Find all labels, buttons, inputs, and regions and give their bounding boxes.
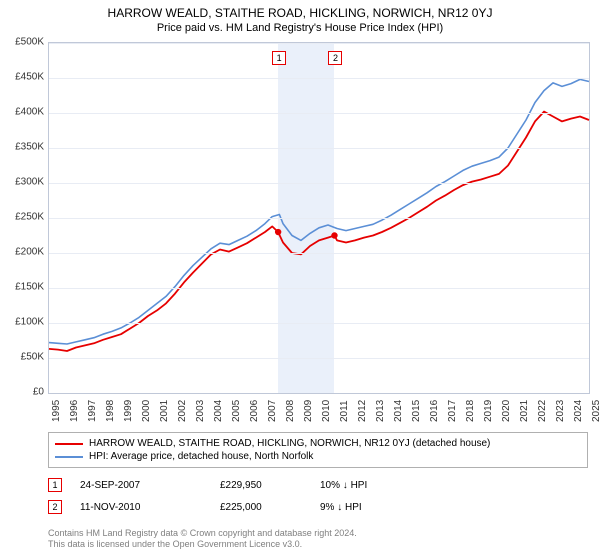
x-tick-label: 2003 bbox=[195, 400, 206, 422]
x-tick-label: 2018 bbox=[465, 400, 476, 422]
chart-subtitle: Price paid vs. HM Land Registry's House … bbox=[0, 20, 600, 34]
gridline bbox=[49, 148, 589, 149]
x-tick-label: 1996 bbox=[69, 400, 80, 422]
x-tick-label: 2021 bbox=[519, 400, 530, 422]
x-tick-label: 2006 bbox=[249, 400, 260, 422]
x-tick-label: 2024 bbox=[573, 400, 584, 422]
sale-price: £225,000 bbox=[220, 502, 320, 513]
legend-row: HARROW WEALD, STAITHE ROAD, HICKLING, NO… bbox=[55, 437, 581, 450]
gridline bbox=[49, 183, 589, 184]
legend-label: HPI: Average price, detached house, Nort… bbox=[89, 451, 313, 462]
chart-container: HARROW WEALD, STAITHE ROAD, HICKLING, NO… bbox=[0, 0, 600, 560]
x-tick-label: 2017 bbox=[447, 400, 458, 422]
sale-marker-box: 2 bbox=[328, 51, 342, 65]
gridline bbox=[49, 78, 589, 79]
gridline bbox=[49, 218, 589, 219]
series-line bbox=[49, 79, 589, 344]
x-tick-label: 2005 bbox=[231, 400, 242, 422]
x-tick-label: 1998 bbox=[105, 400, 116, 422]
x-tick-label: 2014 bbox=[393, 400, 404, 422]
y-tick-label: £250K bbox=[15, 212, 44, 223]
sale-marker-box: 1 bbox=[272, 51, 286, 65]
x-tick-label: 2002 bbox=[177, 400, 188, 422]
x-tick-label: 2011 bbox=[339, 400, 350, 422]
sale-price: £229,950 bbox=[220, 480, 320, 491]
x-tick-label: 2015 bbox=[411, 400, 422, 422]
x-tick-label: 2008 bbox=[285, 400, 296, 422]
sale-diff: 10% ↓ HPI bbox=[320, 480, 367, 491]
y-tick-label: £300K bbox=[15, 177, 44, 188]
y-tick-label: £100K bbox=[15, 317, 44, 328]
footer-line: This data is licensed under the Open Gov… bbox=[48, 539, 588, 550]
y-tick-label: £450K bbox=[15, 72, 44, 83]
plot-area: 12 bbox=[48, 42, 590, 394]
legend-swatch bbox=[55, 456, 83, 458]
gridline bbox=[49, 358, 589, 359]
y-tick-label: £500K bbox=[15, 37, 44, 48]
sale-point bbox=[331, 232, 337, 238]
sale-date: 11-NOV-2010 bbox=[80, 502, 220, 513]
x-tick-label: 2007 bbox=[267, 400, 278, 422]
sale-diff: 9% ↓ HPI bbox=[320, 502, 362, 513]
sale-date: 24-SEP-2007 bbox=[80, 480, 220, 491]
sale-marker-icon: 2 bbox=[48, 500, 62, 514]
gridline bbox=[49, 43, 589, 44]
y-tick-label: £200K bbox=[15, 247, 44, 258]
y-tick-label: £50K bbox=[21, 352, 44, 363]
x-tick-label: 1997 bbox=[87, 400, 98, 422]
x-tick-label: 2016 bbox=[429, 400, 440, 422]
x-tick-label: 2000 bbox=[141, 400, 152, 422]
y-tick-label: £0 bbox=[33, 387, 44, 398]
gridline bbox=[49, 323, 589, 324]
y-tick-label: £150K bbox=[15, 282, 44, 293]
sale-point bbox=[275, 229, 281, 235]
x-tick-label: 2001 bbox=[159, 400, 170, 422]
x-tick-label: 2004 bbox=[213, 400, 224, 422]
x-tick-label: 1995 bbox=[51, 400, 62, 422]
x-tick-label: 2013 bbox=[375, 400, 386, 422]
gridline bbox=[49, 113, 589, 114]
x-tick-label: 2010 bbox=[321, 400, 332, 422]
footer-line: Contains HM Land Registry data © Crown c… bbox=[48, 528, 588, 539]
x-tick-label: 2025 bbox=[591, 400, 600, 422]
sale-marker-icon: 1 bbox=[48, 478, 62, 492]
y-tick-label: £400K bbox=[15, 107, 44, 118]
x-tick-label: 2020 bbox=[501, 400, 512, 422]
chart-title: HARROW WEALD, STAITHE ROAD, HICKLING, NO… bbox=[0, 0, 600, 20]
legend-label: HARROW WEALD, STAITHE ROAD, HICKLING, NO… bbox=[89, 438, 490, 449]
x-tick-label: 2019 bbox=[483, 400, 494, 422]
x-tick-label: 2012 bbox=[357, 400, 368, 422]
x-tick-label: 2022 bbox=[537, 400, 548, 422]
x-tick-label: 1999 bbox=[123, 400, 134, 422]
legend-row: HPI: Average price, detached house, Nort… bbox=[55, 450, 581, 463]
gridline bbox=[49, 288, 589, 289]
legend: HARROW WEALD, STAITHE ROAD, HICKLING, NO… bbox=[48, 432, 588, 468]
footer-attribution: Contains HM Land Registry data © Crown c… bbox=[48, 528, 588, 551]
y-tick-label: £350K bbox=[15, 142, 44, 153]
sale-row: 2 11-NOV-2010£225,0009% ↓ HPI bbox=[48, 500, 588, 514]
legend-swatch bbox=[55, 443, 83, 445]
sale-row: 1 24-SEP-2007£229,95010% ↓ HPI bbox=[48, 478, 588, 492]
x-tick-label: 2009 bbox=[303, 400, 314, 422]
gridline bbox=[49, 253, 589, 254]
x-tick-label: 2023 bbox=[555, 400, 566, 422]
